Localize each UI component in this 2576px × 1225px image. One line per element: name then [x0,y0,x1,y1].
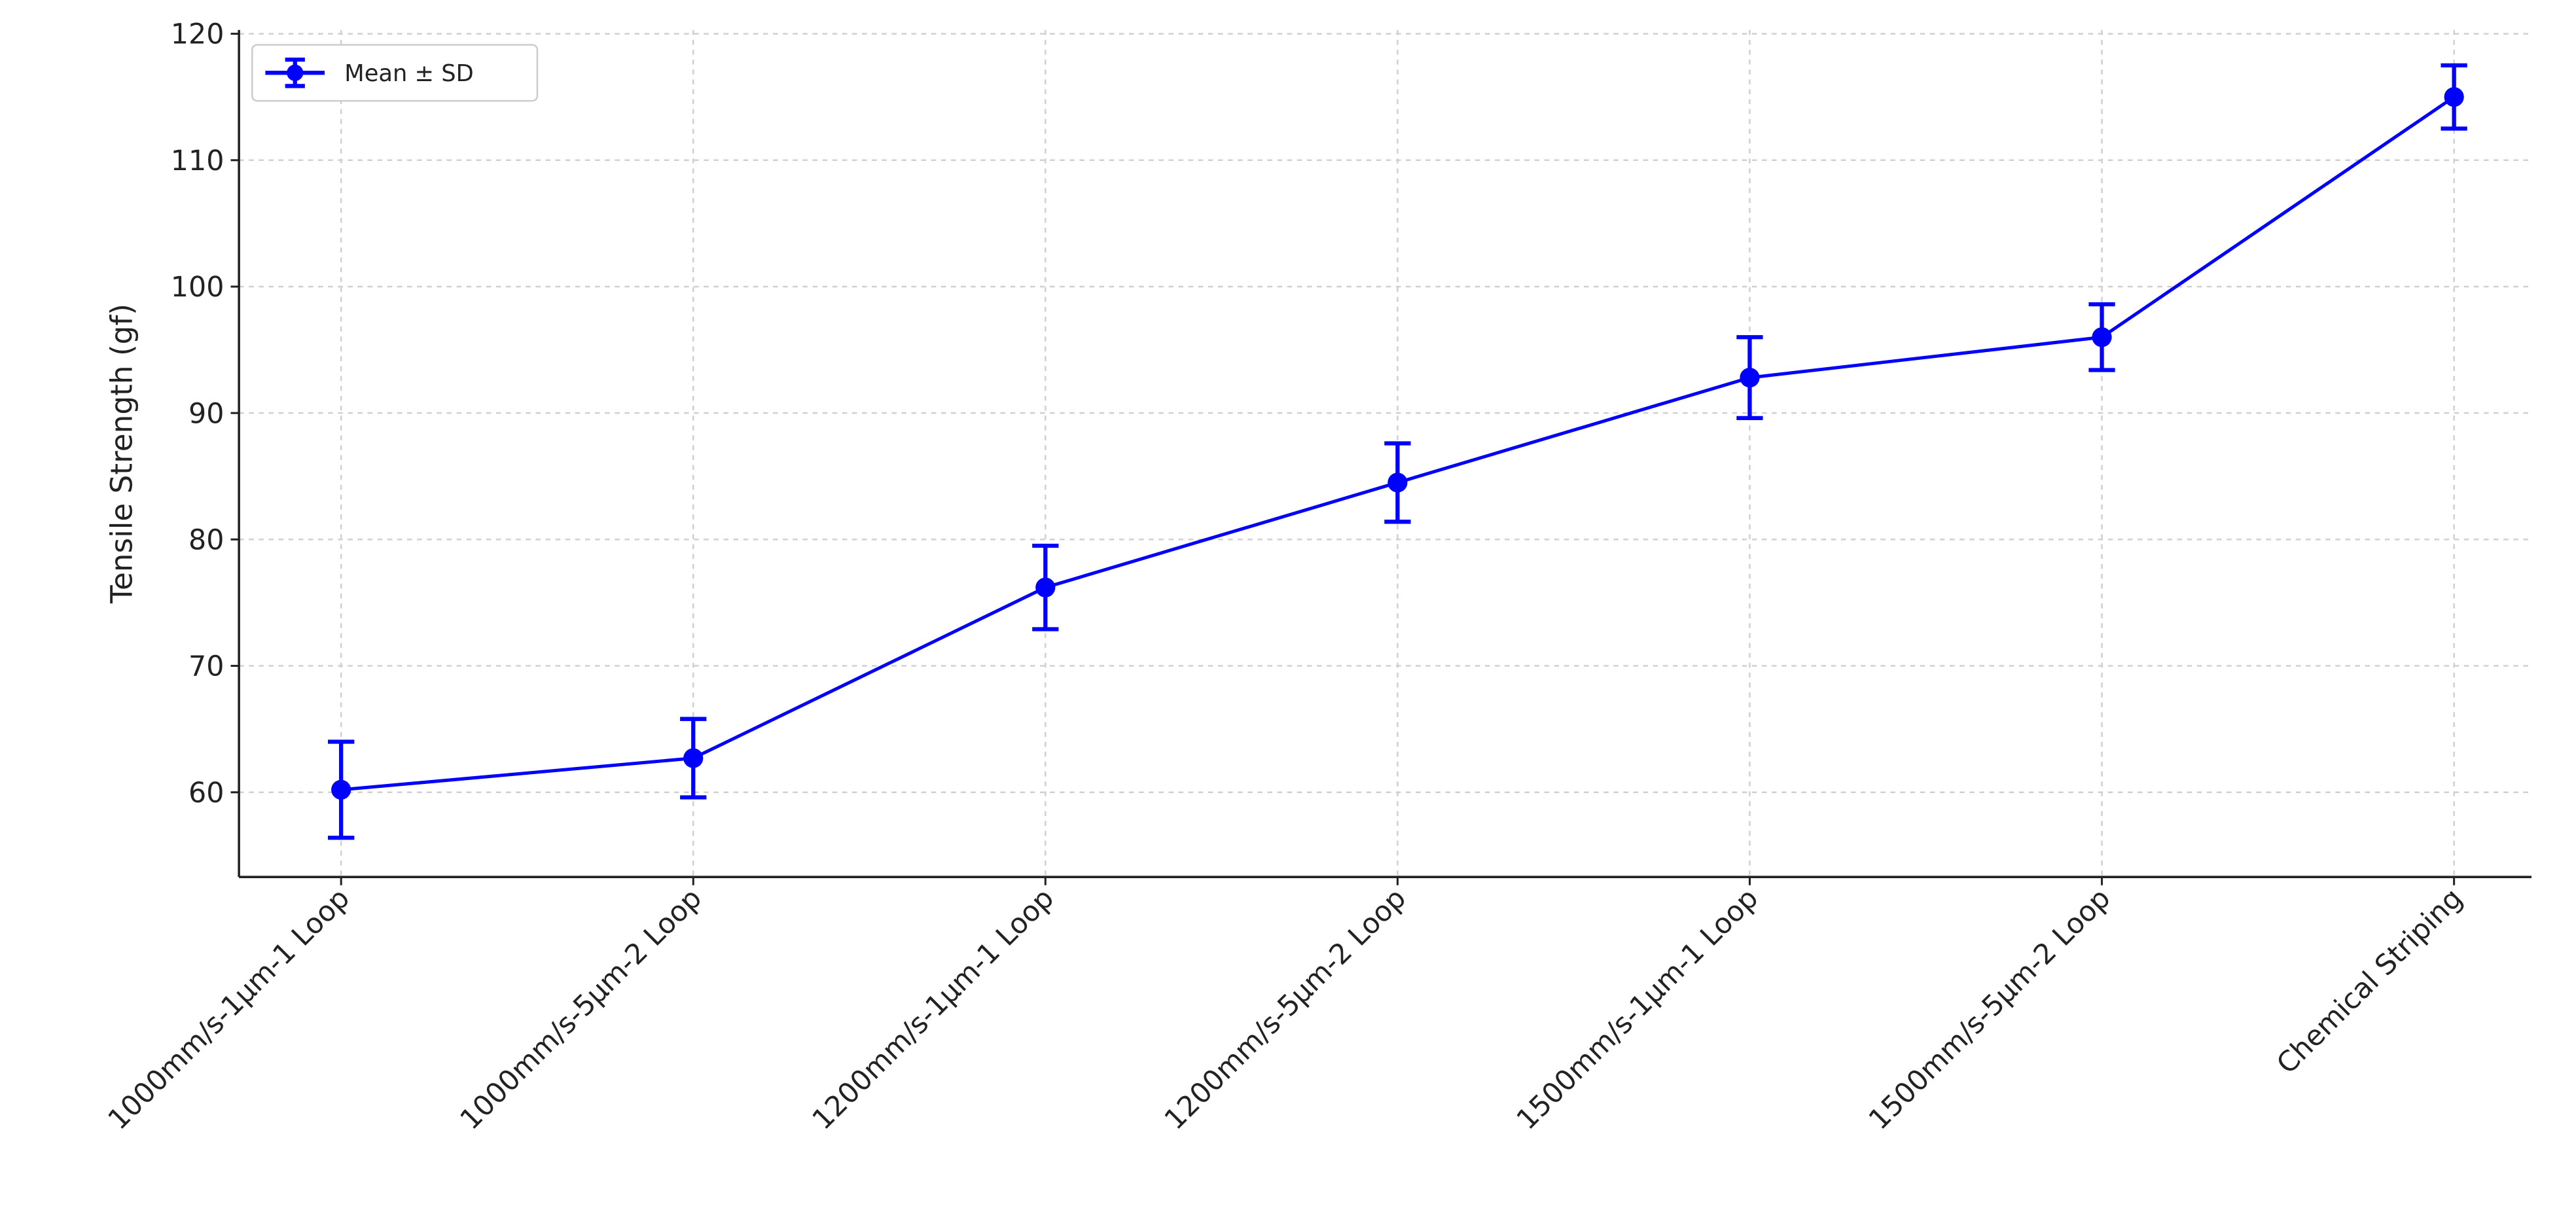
data-point [1035,577,1056,597]
y-tick-label: 70 [188,650,224,683]
x-tick-label: 1200mm/s-1μm-1 Loop [806,882,1061,1137]
data-point [1387,472,1408,493]
y-tick-label: 100 [171,271,224,304]
y-tick-label: 110 [171,145,224,177]
data-point [331,779,351,800]
data-point [2444,87,2464,107]
y-axis-label: Tensile Strength (gf) [104,304,139,604]
x-tick-label: 1000mm/s-1μm-1 Loop [102,882,357,1137]
x-tick-label: 1500mm/s-5μm-2 Loop [1863,882,2117,1137]
legend-label: Mean ± SD [344,60,474,87]
data-point [683,748,704,768]
x-tick-label: 1200mm/s-5μm-2 Loop [1158,882,1413,1137]
x-tick-label: Chemical Striping [2270,882,2469,1080]
data-point [2092,327,2112,347]
y-tick-label: 80 [188,524,224,556]
legend-swatch [287,64,304,81]
x-tick-label: 1000mm/s-5μm-2 Loop [454,882,709,1137]
y-tick-label: 120 [171,18,224,51]
y-tick-label: 90 [188,397,224,430]
x-tick-label: 1500mm/s-1μm-1 Loop [1511,882,1765,1137]
legend-box [251,44,539,102]
y-tick-label: 60 [188,777,224,809]
data-point [1740,367,1760,388]
